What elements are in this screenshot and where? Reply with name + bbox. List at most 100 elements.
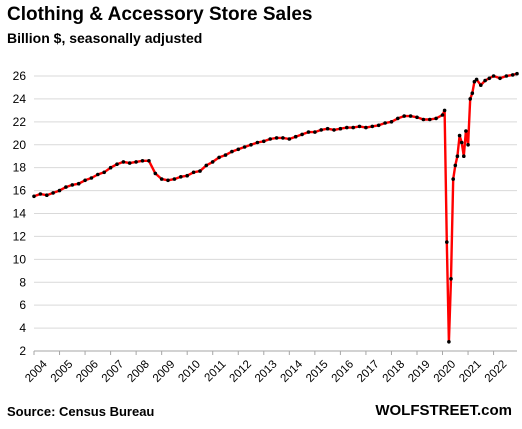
source-note: Source: Census Bureau (7, 404, 155, 419)
data-point (32, 194, 36, 199)
data-point (428, 117, 432, 122)
x-tick-label: 2011 (203, 358, 229, 384)
y-tick-label: 14 (13, 207, 27, 221)
data-point (262, 139, 266, 144)
x-tick-label: 2004 (23, 358, 50, 385)
x-tick-label: 2015 (304, 358, 331, 385)
data-point (457, 133, 462, 138)
data-point (121, 160, 126, 164)
data-point (287, 137, 292, 141)
data-point (242, 145, 247, 149)
data-point (449, 277, 453, 281)
x-tick-label: 2008 (125, 358, 152, 385)
data-point (451, 177, 456, 181)
x-tick-label: 2007 (100, 358, 127, 385)
data-point (159, 177, 164, 181)
data-point (306, 130, 311, 134)
data-point (166, 178, 170, 183)
data-point (115, 162, 119, 166)
brand-logo-text: WOLFSTREET.com (375, 402, 512, 419)
data-point (45, 193, 49, 197)
y-tick-label: 10 (13, 252, 27, 266)
data-point (236, 147, 241, 152)
y-tick-label: 12 (13, 229, 27, 243)
data-point (179, 175, 183, 179)
y-tick-label: 6 (19, 298, 26, 312)
y-tick-label: 20 (13, 138, 27, 152)
data-point (396, 116, 400, 121)
data-point (470, 91, 475, 95)
data-point (89, 176, 94, 180)
data-point (300, 132, 304, 137)
data-point (96, 172, 100, 177)
data-point (442, 108, 447, 113)
data-point (389, 120, 394, 124)
x-tick-label: 2010 (176, 358, 203, 385)
data-point (357, 124, 362, 129)
data-point (483, 78, 487, 83)
data-point (230, 149, 234, 154)
data-point (281, 136, 285, 140)
data-point (108, 165, 113, 170)
data-point (70, 183, 75, 187)
data-point (474, 77, 479, 82)
gridlines (34, 75, 517, 352)
x-tick-label: 2021 (457, 358, 484, 385)
data-point (498, 76, 502, 81)
y-tick-label: 26 (13, 69, 27, 83)
x-tick-label: 2014 (279, 358, 306, 385)
data-point (293, 134, 298, 139)
y-tick-label: 8 (19, 275, 26, 289)
data-point (255, 140, 260, 145)
data-point (338, 126, 343, 131)
data-point (325, 126, 330, 131)
x-tick-label: 2005 (49, 358, 76, 385)
data-point (447, 340, 451, 344)
chart-title: Clothing & Accessory Store Sales (7, 4, 313, 25)
y-tick-label: 18 (13, 161, 27, 175)
data-point (455, 154, 460, 158)
data-point (445, 240, 449, 244)
data-point (376, 123, 381, 128)
x-tick-label: 2018 (381, 358, 408, 385)
data-point (198, 169, 202, 173)
data-point (191, 170, 196, 175)
x-tick-label: 2020 (432, 358, 459, 385)
x-tick-label: 2009 (151, 358, 178, 385)
data-point (491, 74, 496, 78)
data-point (415, 115, 419, 120)
x-tick-label: 2013 (253, 358, 280, 385)
y-tick-label: 4 (19, 321, 26, 335)
data-point (57, 188, 62, 193)
chart-subtitle: Billion $, seasonally adjusted (7, 30, 203, 46)
data-point (153, 171, 158, 176)
x-tick-label: 2006 (74, 358, 101, 385)
data-point (210, 160, 215, 164)
data-point (402, 114, 407, 118)
data-point (268, 137, 273, 141)
data-point (76, 181, 81, 186)
data-point (351, 125, 356, 130)
data-point (515, 71, 519, 76)
data-point (204, 163, 209, 168)
data-point (147, 159, 151, 163)
data-point (408, 114, 413, 118)
data-point (383, 121, 387, 125)
data-point (472, 79, 477, 84)
x-tick-label: 2022 (483, 358, 510, 385)
data-point (434, 116, 438, 121)
data-point (466, 143, 470, 147)
data-point (487, 76, 492, 81)
data-point (319, 128, 324, 132)
data-point (453, 163, 458, 168)
data-point (102, 170, 106, 175)
y-tick-label: 16 (13, 184, 27, 198)
series-markers (32, 71, 519, 344)
data-point (464, 129, 468, 133)
data-point (140, 159, 145, 163)
data-point (468, 97, 473, 101)
data-point (217, 155, 221, 160)
data-point (459, 140, 464, 145)
data-point (274, 136, 279, 140)
